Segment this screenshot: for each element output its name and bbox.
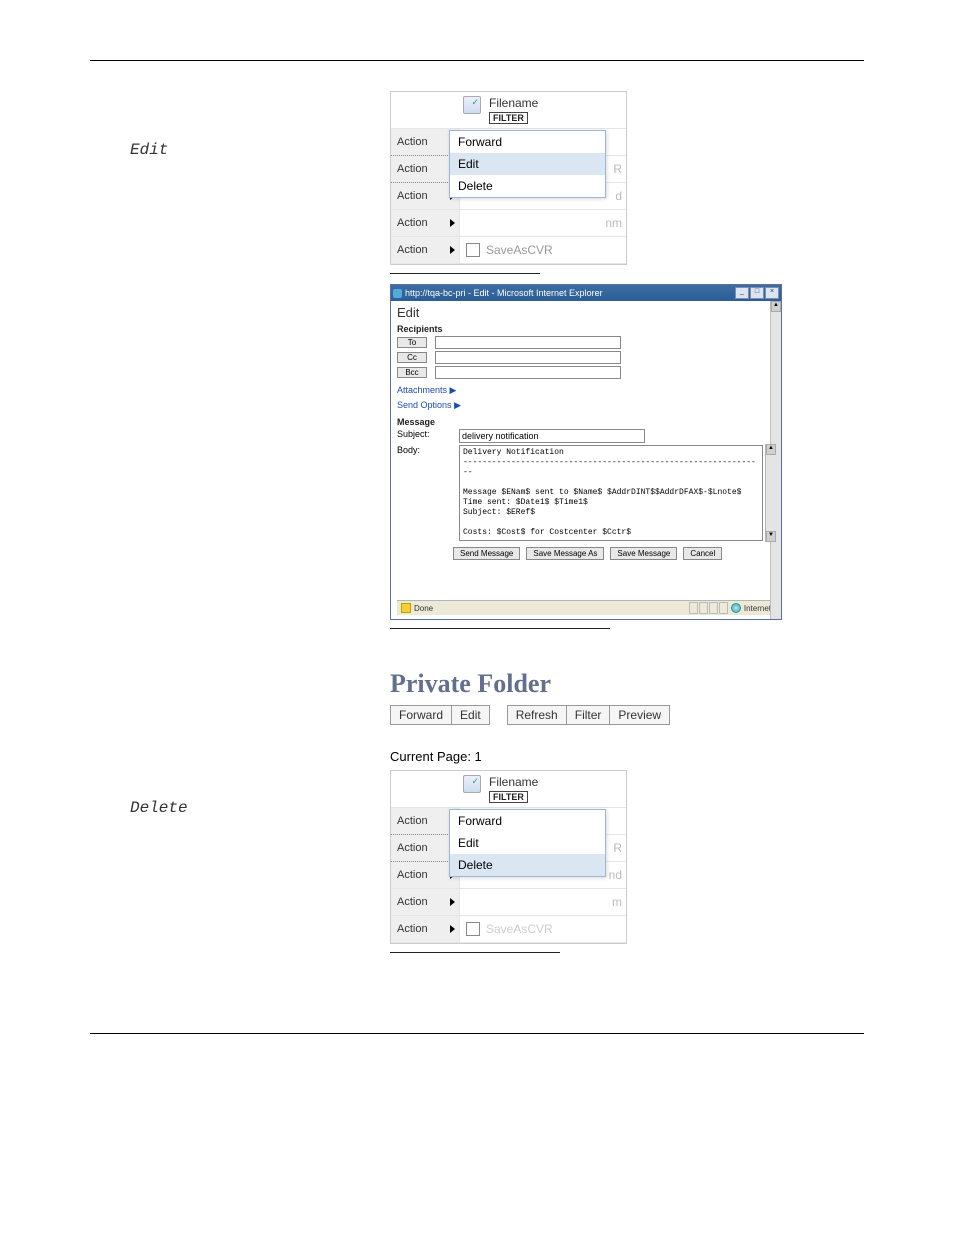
body-textarea[interactable]: Delivery Notification ------------------… (459, 445, 763, 541)
saveas-text: SaveAsCVR (486, 922, 553, 936)
minimize-button[interactable]: _ (735, 287, 749, 299)
action-trigger[interactable]: Action (391, 210, 460, 236)
maximize-button[interactable]: □ (750, 287, 764, 299)
action-menu-edit: Filename FILTER Action Address Book Acti… (390, 91, 627, 265)
row-checkbox[interactable] (466, 922, 480, 936)
attachments-link[interactable]: Attachments ▶ (397, 385, 775, 396)
toolbar-edit-button[interactable]: Edit (451, 705, 490, 725)
caret-right-icon (450, 898, 455, 906)
body-scrollbar[interactable]: ▲▼ (765, 444, 776, 542)
message-label: Message (397, 417, 775, 427)
window-titlebar: http://tqa-bc-pri - Edit - Microsoft Int… (391, 285, 781, 301)
body-label: Body: (397, 445, 453, 455)
figure-caption-rule (390, 273, 540, 274)
ghost-text: R (613, 841, 622, 855)
saveas-text: SaveAsCVR (486, 243, 553, 257)
menu-item-edit[interactable]: Edit (450, 832, 605, 854)
toolbar-preview-button[interactable]: Preview (609, 705, 670, 725)
send-message-button[interactable]: Send Message (453, 547, 520, 560)
ghost-text: nd (609, 868, 622, 882)
ghost-text: d (615, 189, 622, 203)
menu-item-delete[interactable]: Delete (450, 175, 605, 197)
figure-caption-rule (390, 628, 610, 629)
action-trigger[interactable]: Action (391, 889, 460, 915)
status-zone: Internet (744, 604, 771, 613)
action-menu-delete: Filename FILTER Action Address Book Acti… (390, 770, 627, 944)
page-bottom-rule (90, 1033, 864, 1034)
action-trigger[interactable]: Action (391, 916, 460, 942)
caret-right-icon (450, 925, 455, 933)
toolbar-forward-button[interactable]: Forward (390, 705, 452, 725)
page-top-rule (90, 60, 864, 61)
doc-check-icon (463, 775, 481, 793)
subject-label: Subject: (397, 429, 453, 439)
close-button[interactable]: × (765, 287, 779, 299)
internet-zone-icon (731, 603, 741, 613)
done-icon (401, 603, 411, 613)
doc-check-icon (463, 96, 481, 114)
action-trigger[interactable]: Action (391, 237, 460, 263)
menu-item-delete[interactable]: Delete (450, 854, 605, 876)
to-input[interactable] (435, 336, 621, 349)
cc-input[interactable] (435, 351, 621, 364)
row-checkbox[interactable] (466, 243, 480, 257)
status-done: Done (414, 604, 433, 613)
toolbar-filter-button[interactable]: Filter (566, 705, 611, 725)
cc-button[interactable]: Cc (397, 352, 427, 363)
caret-right-icon (450, 246, 455, 254)
header-filename: Filename (489, 775, 538, 789)
ghost-text: m (612, 895, 622, 909)
bcc-button[interactable]: Bcc (397, 367, 427, 378)
header-filename: Filename (489, 96, 538, 110)
menu-item-forward[interactable]: Forward (450, 810, 605, 832)
save-message-button[interactable]: Save Message (610, 547, 677, 560)
toolbar-refresh-button[interactable]: Refresh (507, 705, 567, 725)
action-dropdown: Forward Edit Delete (449, 809, 606, 877)
ie-edit-window: http://tqa-bc-pri - Edit - Microsoft Int… (390, 284, 782, 620)
send-options-link[interactable]: Send Options ▶ (397, 400, 775, 411)
ghost-text: R (613, 162, 622, 176)
filter-badge[interactable]: FILTER (489, 112, 528, 124)
section-label-delete: Delete (90, 749, 350, 817)
save-message-as-button[interactable]: Save Message As (526, 547, 604, 560)
to-button[interactable]: To (397, 337, 427, 348)
action-dropdown: Forward Edit Delete (449, 130, 606, 198)
window-title: http://tqa-bc-pri - Edit - Microsoft Int… (405, 288, 603, 298)
recipients-label: Recipients (397, 324, 775, 334)
edit-heading: Edit (397, 305, 775, 320)
filter-badge[interactable]: FILTER (489, 791, 528, 803)
figure-caption-rule (390, 952, 560, 953)
section-label-edit: Edit (90, 91, 350, 159)
private-folder-toolbar: Forward Edit Refresh Filter Preview (390, 705, 864, 725)
menu-item-edit[interactable]: Edit (450, 153, 605, 175)
ie-icon (393, 289, 402, 298)
caret-right-icon (450, 219, 455, 227)
bcc-input[interactable] (435, 366, 621, 379)
menu-item-forward[interactable]: Forward (450, 131, 605, 153)
current-page-text: Current Page: 1 (390, 749, 864, 764)
ghost-text: nm (605, 216, 622, 230)
private-folder-title: Private Folder (390, 669, 864, 699)
status-bar: Done Internet (397, 600, 775, 615)
cancel-button[interactable]: Cancel (683, 547, 722, 560)
subject-input[interactable] (459, 429, 645, 443)
